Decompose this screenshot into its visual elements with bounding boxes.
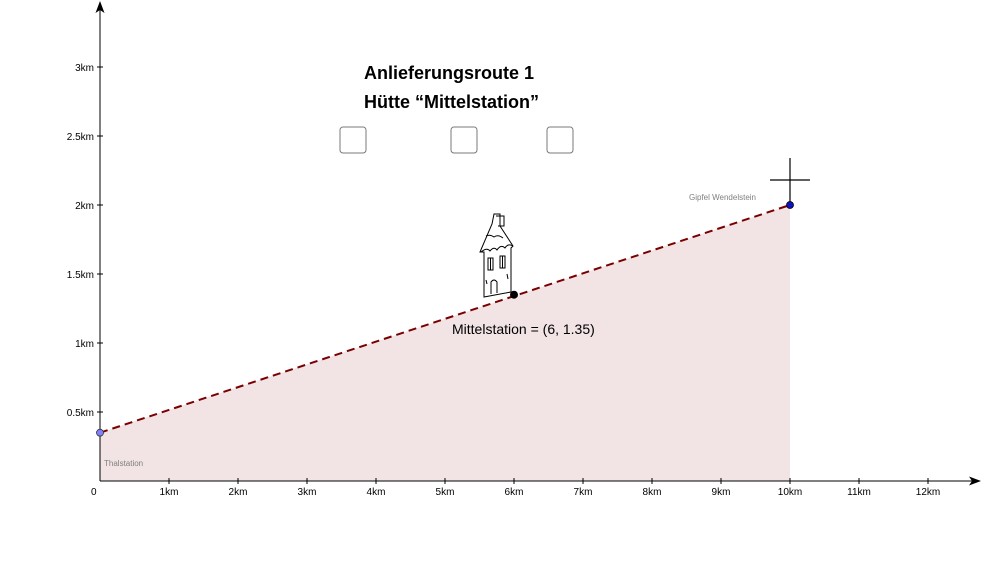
y-axis <box>95 1 105 481</box>
x-tick-label: 3km <box>298 487 317 498</box>
checkbox-3[interactable] <box>546 126 574 154</box>
gipfel-point[interactable] <box>786 201 794 209</box>
mittelstation-label: Mittelstation = (6, 1.35) <box>452 321 595 337</box>
y-tick-label: 3km <box>75 63 94 74</box>
x-tick-label: 7km <box>574 487 593 498</box>
thalstation-label: Thalstation <box>104 459 143 468</box>
route-line <box>99 204 791 434</box>
y-tick-label: 2.5km <box>67 132 94 143</box>
area-under-route <box>100 205 790 481</box>
y-tick-label: 1km <box>75 339 94 350</box>
x-tick-label: 2km <box>229 487 248 498</box>
y-tick-label: 1.5km <box>67 270 94 281</box>
x-axis <box>100 476 981 486</box>
x-tick-label: 6km <box>505 487 524 498</box>
x-tick-label: 4km <box>367 487 386 498</box>
checkbox-2[interactable] <box>450 126 478 154</box>
x-tick-label: 12km <box>916 487 940 498</box>
title-line-2: Hütte “Mittelstation” <box>364 92 539 112</box>
x-tick-label: 10km <box>778 487 802 498</box>
x-tick-label: 8km <box>643 487 662 498</box>
summit-cross-icon <box>770 158 810 205</box>
x-tick-label: 5km <box>436 487 455 498</box>
gipfel-label: Gipfel Wendelstein <box>689 193 756 202</box>
house-icon <box>479 213 514 298</box>
origin-label: 0 <box>91 487 97 498</box>
x-tick-label: 1km <box>160 487 179 498</box>
x-tick-label: 9km <box>712 487 731 498</box>
title-line-1: Anlieferungsroute 1 <box>364 63 534 83</box>
x-axis-ticks: 1km 2km 3km 4km 5km 6km 7km 8km 9km 10km 11km 12km <box>160 478 940 498</box>
y-tick-label: 0.5km <box>67 408 94 419</box>
y-axis-ticks: 0.5km 1km 1.5km 2km 2.5km 3km <box>67 63 103 419</box>
thalstation-point[interactable] <box>96 428 104 437</box>
mittelstation-point[interactable] <box>510 290 518 299</box>
checkbox-1[interactable] <box>339 126 367 154</box>
x-tick-label: 11km <box>847 487 871 498</box>
y-tick-label: 2km <box>75 201 94 212</box>
